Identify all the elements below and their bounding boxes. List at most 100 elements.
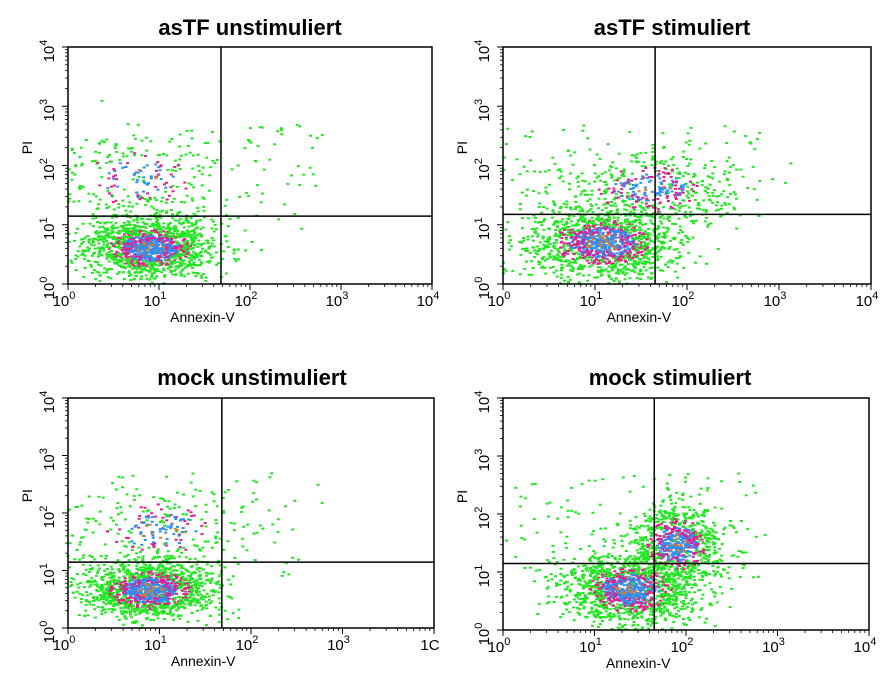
event-dot (137, 249, 141, 252)
event-dot (155, 269, 159, 272)
event-dot (508, 239, 512, 242)
event-dot (648, 204, 652, 207)
event-dot (154, 185, 158, 188)
event-dot (112, 235, 116, 238)
event-dot (631, 228, 635, 231)
event-dot (569, 172, 573, 175)
event-dot (129, 236, 133, 239)
event-dot (189, 586, 193, 589)
event-dot (654, 235, 658, 238)
event-dot (192, 261, 196, 264)
event-dot (145, 277, 149, 280)
event-dot (209, 579, 213, 582)
event-dot (180, 564, 184, 567)
event-dot (587, 209, 591, 212)
event-dot (580, 256, 584, 259)
event-dot (643, 242, 647, 245)
event-dot (138, 248, 142, 250)
event-dot (193, 244, 197, 246)
event-dot (608, 218, 612, 221)
event-dot (185, 587, 188, 590)
event-dot (178, 617, 182, 620)
event-dot (540, 211, 544, 214)
event-dot (611, 264, 615, 267)
x-tick-base: 10 (580, 293, 597, 310)
event-dot (98, 250, 102, 253)
event-dot (95, 270, 99, 273)
event-dot (589, 232, 592, 235)
event-dot (695, 185, 699, 187)
event-dot (638, 229, 642, 232)
event-dot (567, 217, 571, 220)
event-dot (130, 246, 134, 249)
event-dot (636, 215, 640, 218)
event-dot (193, 257, 196, 260)
event-dot (209, 166, 213, 169)
event-dot (225, 240, 229, 243)
event-dot (722, 190, 726, 193)
event-dot (551, 156, 555, 159)
event-dot (135, 230, 138, 233)
event-dot (621, 252, 625, 255)
event-dot (693, 174, 697, 177)
event-dot (560, 263, 564, 266)
event-dot (170, 138, 174, 140)
event-dot (678, 191, 682, 194)
event-dot (592, 222, 596, 225)
event-dot (153, 252, 157, 255)
event-dot (92, 595, 96, 598)
y-tick-base: 10 (476, 105, 493, 122)
event-dot (632, 253, 636, 256)
event-dot (96, 161, 100, 164)
event-dot (237, 617, 241, 620)
event-dot (160, 200, 164, 203)
event-dot (127, 252, 131, 255)
event-dot (171, 169, 175, 172)
x-axis-label: Annexin-V (607, 309, 672, 325)
event-dot (171, 175, 175, 178)
event-dot (128, 232, 132, 235)
event-dot (597, 219, 601, 222)
event-dot (630, 234, 634, 237)
event-dot (606, 248, 610, 251)
event-dot (131, 267, 135, 270)
event-dot (547, 169, 551, 172)
event-dot (145, 249, 149, 252)
event-dot (173, 159, 177, 162)
event-dot (558, 177, 562, 180)
event-dot (659, 220, 663, 223)
event-dot (196, 210, 200, 213)
event-dot (644, 256, 648, 259)
event-dot (715, 195, 719, 198)
event-dot (100, 235, 104, 238)
x-tick-label: 102 (235, 290, 258, 310)
event-dot (727, 203, 731, 206)
event-dot (657, 233, 660, 236)
event-dot (149, 140, 153, 143)
event-dot (217, 262, 221, 265)
event-dot (602, 181, 606, 183)
event-dot (136, 236, 140, 239)
event-dot (560, 240, 564, 243)
event-dot (142, 581, 146, 584)
event-dot (562, 254, 566, 257)
event-dot (619, 170, 623, 173)
event-dot (83, 236, 87, 239)
event-dot (522, 239, 526, 242)
event-dot (757, 214, 761, 217)
event-dot (535, 227, 539, 230)
event-dot (617, 236, 621, 239)
event-dot (709, 222, 713, 225)
event-dot (209, 245, 213, 248)
event-dot (616, 258, 620, 260)
event-dot (198, 232, 202, 235)
event-dot (140, 139, 144, 142)
event-dot (132, 261, 136, 264)
event-dot (153, 196, 157, 199)
event-dot (121, 238, 124, 240)
event-dot (130, 243, 134, 246)
event-dot (102, 592, 106, 595)
event-dot (680, 238, 684, 241)
event-dot (651, 143, 655, 146)
